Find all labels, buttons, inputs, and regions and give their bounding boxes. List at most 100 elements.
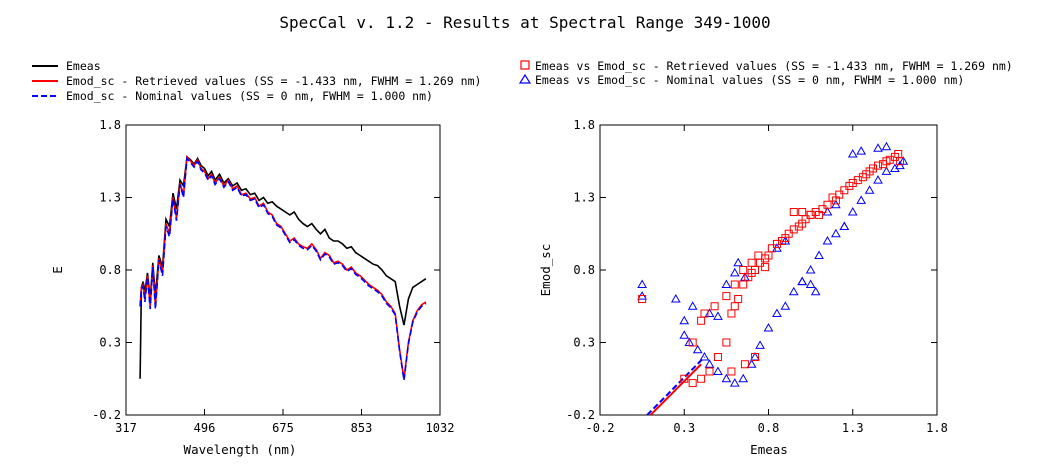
scatter-point-retrieved (705, 367, 714, 376)
scatter-point-nominal (797, 276, 808, 286)
legend-label-nominal: Emod_sc - Nominal values (SS = 0 nm, FWH… (66, 89, 433, 103)
legend-left-item-retrieved: Emod_sc - Retrieved values (SS = -1.433 … (32, 74, 481, 88)
x-tick-label: 1.8 (926, 421, 948, 435)
legend-left: Emeas Emod_sc - Retrieved values (SS = -… (32, 59, 481, 103)
scatter-point-nominal (805, 264, 816, 274)
x-axis-label-right: Emeas (750, 442, 788, 457)
scatter-point-retrieved (885, 155, 894, 164)
y-tick-label: 1.8 (99, 118, 121, 132)
legend-label-scatter-nominal: Emeas vs Emod_sc - Nominal values (SS = … (535, 73, 964, 87)
scatter-point-nominal (692, 344, 703, 354)
scatter-point-retrieved (818, 205, 827, 214)
scatter-point-retrieved (874, 161, 883, 170)
y-axis-label-right: Emod_sc (538, 244, 553, 297)
scatter-point-retrieved (751, 353, 760, 361)
legend-label-emeas: Emeas (66, 59, 101, 73)
scatter-point-retrieved (823, 200, 832, 209)
plot-frame (125, 124, 441, 416)
scatter-point-nominal (890, 163, 900, 172)
scatter-point-nominal (729, 267, 740, 277)
scatter-point-nominal (856, 146, 867, 155)
x-tick-label: 0.3 (673, 421, 695, 435)
scatter-point-nominal (780, 301, 791, 310)
scatter-point-nominal (873, 175, 883, 184)
scatter-point-retrieved (727, 309, 736, 318)
y-tick-label: 1.8 (573, 118, 595, 132)
x-tick-label: -0.2 (586, 421, 615, 435)
x-axis-label-left: Wavelength (nm) (184, 442, 297, 457)
y-tick-label: 1.3 (573, 191, 595, 205)
x-tick-label: 317 (115, 421, 137, 435)
scatter-point-nominal (810, 286, 821, 296)
chart-title: SpecCal v. 1.2 - Results at Spectral Ran… (279, 13, 770, 32)
scatter-point-nominal (713, 311, 723, 320)
scatter-point-retrieved (697, 374, 706, 383)
fit-line-nominal (646, 356, 706, 415)
scatter-point-nominal (738, 373, 749, 383)
scatter-point-nominal (746, 359, 757, 368)
scatter-point-nominal (839, 221, 850, 230)
scatter-point-retrieved (697, 316, 706, 325)
scatter-point-retrieved (784, 229, 793, 238)
scatter-point-retrieved (756, 258, 765, 267)
y-tick-label: -0.2 (92, 408, 121, 422)
scatter-point-nominal (670, 293, 681, 303)
scatter-point-nominal (763, 322, 774, 332)
scatter-point-retrieved (734, 295, 743, 303)
y-tick-label: -0.2 (566, 408, 595, 422)
scatter-point-retrieved (789, 208, 798, 216)
scatter-point-nominal (699, 351, 710, 361)
scatter-point-retrieved (754, 251, 763, 260)
scatter-point-retrieved (740, 360, 749, 369)
scatter-point-retrieved (798, 208, 807, 216)
scatter-point-retrieved (680, 374, 689, 383)
scatter-point-nominal (856, 195, 867, 204)
scatter-point-retrieved (761, 263, 770, 272)
scatter-point-retrieved (713, 353, 722, 361)
scatter-point-retrieved (722, 292, 731, 301)
scatter-point-retrieved (722, 338, 731, 347)
scatter-point-nominal (637, 279, 647, 288)
y-axis-label-left: E (50, 266, 65, 274)
scatter-point-nominal (814, 250, 824, 259)
scatter-point-nominal (822, 235, 833, 245)
scatter-point-nominal (729, 378, 740, 387)
scatter-point-nominal (721, 373, 732, 383)
scatter-point-retrieved (772, 239, 781, 248)
legend-label-retrieved: Emod_sc - Retrieved values (SS = -1.433 … (66, 74, 481, 88)
legend-marker-triangle (518, 73, 532, 84)
scatter-point-retrieved (730, 280, 739, 289)
scatter-point-nominal (687, 301, 698, 310)
y-tick-label: 0.8 (99, 263, 121, 277)
legend-right: Emeas vs Emod_sc - Retrieved values (SS … (518, 59, 1013, 87)
y-tick-label: 1.3 (99, 191, 121, 205)
scatter-point-nominal (873, 143, 883, 152)
scatter-point-nominal (704, 359, 715, 368)
scatter-point-nominal (721, 279, 732, 288)
series-line-emeas (139, 155, 427, 379)
x-tick-label: 1032 (426, 421, 455, 435)
spectrum-plot: Wavelength (nm) E 317 496 675 853 1032 -0.2 0.… (50, 118, 454, 457)
scatter-point-retrieved (848, 179, 857, 187)
scatter-point-nominal (831, 228, 841, 238)
scatter-plot: Emeas Emod_sc -0.2 0.3 0.8 1.3 1.8 -0.2 0.3 0.8… (538, 118, 948, 457)
scatter-point-nominal (847, 148, 858, 158)
scatter-point-retrieved (730, 302, 739, 311)
scatter-point-retrieved (727, 367, 736, 376)
legend-right-item-retrieved: Emeas vs Emod_sc - Retrieved values (SS … (520, 59, 1013, 73)
scatter-points (637, 141, 909, 415)
scatter-point-retrieved (688, 379, 697, 388)
scatter-point-nominal (679, 330, 690, 339)
scatter-point-nominal (847, 206, 858, 216)
scatter-point-retrieved (739, 266, 748, 274)
scatter-point-retrieved (739, 280, 748, 289)
scatter-point-nominal (839, 221, 850, 230)
y-tick-label: 0.8 (573, 263, 595, 277)
scatter-point-retrieved (868, 164, 877, 173)
x-tick-label: 0.8 (758, 421, 780, 435)
scatter-point-nominal (805, 279, 816, 288)
scatter-point-nominal (864, 185, 875, 194)
legend-left-item-nominal: Emod_sc - Nominal values (SS = 0 nm, FWH… (32, 89, 433, 103)
y-tick-label: 0.3 (99, 336, 121, 350)
